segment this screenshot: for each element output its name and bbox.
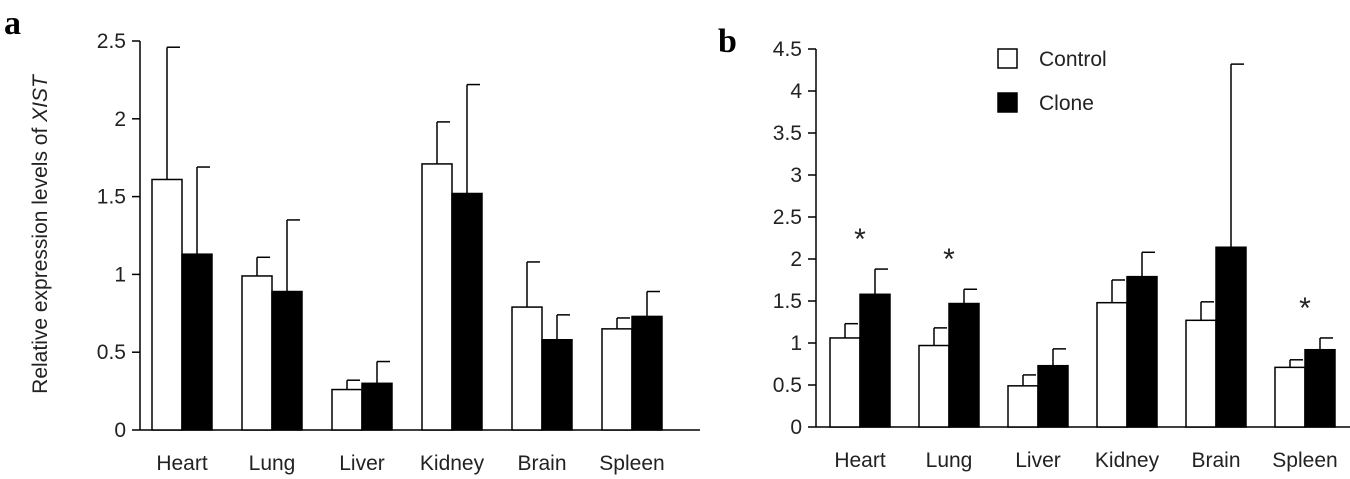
bar-clone-kidney	[1126, 275, 1158, 428]
bar-control-brain	[1185, 319, 1217, 428]
y-tick-label: 0	[790, 416, 802, 439]
chart-panel-a: a 0 0.5 1 1.5 2 2.5 Relative expression levels …	[4, 5, 700, 475]
y-tick-label: 0	[114, 419, 126, 442]
significance-star: *	[1299, 292, 1311, 325]
bar-control-lung	[241, 275, 273, 431]
y-axis-label: Relative expression levels of XIST	[29, 73, 52, 394]
legend-swatch-control	[997, 48, 1018, 69]
bar-control-kidney	[421, 163, 453, 431]
bar-clone-brain	[541, 339, 573, 431]
y-tick-label: 2.5	[773, 206, 802, 229]
bar-clone-spleen	[1304, 348, 1336, 428]
x-tick-label: Kidney	[1095, 449, 1160, 472]
y-tick-label: 3	[790, 164, 802, 187]
bar-control-heart	[829, 337, 861, 428]
bar-control-spleen	[1274, 366, 1306, 428]
bar-clone-spleen	[631, 315, 663, 431]
y-axis-label-gene: XIST	[29, 73, 52, 123]
bar-control-liver	[331, 388, 363, 431]
panel-label: a	[4, 5, 21, 42]
x-tick-label: Heart	[834, 449, 886, 472]
x-tick-label: Spleen	[1272, 449, 1337, 472]
bar-clone-heart	[859, 293, 891, 428]
y-tick-label: 3.5	[773, 122, 802, 145]
y-tick-label: 4.5	[773, 38, 802, 61]
bar-clone-liver	[361, 382, 393, 431]
y-tick-label: 0.5	[773, 374, 802, 397]
x-tick-label: Spleen	[599, 452, 664, 475]
bar-control-kidney	[1096, 301, 1128, 428]
bar-clone-brain	[1215, 246, 1247, 428]
x-tick-label: Lung	[926, 449, 973, 472]
y-tick-label: 1	[790, 332, 802, 355]
bar-clone-lung	[271, 290, 303, 431]
chart-panel-b: b 0 0.5 1 1.5 2 2.5 3 3.5 4 4.5 Heart Lung Liver Kidne…	[718, 23, 1350, 472]
bar-control-lung	[918, 344, 950, 428]
bar-control-liver	[1007, 385, 1039, 428]
y-tick-label: 2	[790, 248, 802, 271]
legend-label: Clone	[1039, 92, 1094, 115]
y-tick-label: 1.5	[773, 290, 802, 313]
y-tick-label: 1.5	[97, 186, 126, 209]
y-axis-label-text: Relative expression levels of	[29, 122, 52, 394]
panel-label: b	[718, 23, 737, 60]
bar-control-heart	[151, 178, 183, 431]
y-tick-label: 2	[114, 108, 126, 131]
bar-clone-heart	[181, 253, 213, 431]
significance-star: *	[943, 243, 955, 276]
bar-control-brain	[511, 306, 543, 431]
significance-star: *	[854, 223, 866, 256]
bar-control-spleen	[601, 328, 633, 431]
x-tick-label: Brain	[517, 452, 566, 475]
y-tick-label: 0.5	[97, 341, 126, 364]
y-tick-label: 4	[790, 80, 802, 103]
x-tick-label: Kidney	[420, 452, 485, 475]
legend-swatch-clone	[997, 92, 1018, 113]
x-tick-label: Liver	[339, 452, 385, 475]
bar-clone-liver	[1037, 364, 1069, 428]
legend-label: Control	[1039, 48, 1107, 71]
x-tick-label: Liver	[1015, 449, 1061, 472]
x-tick-label: Brain	[1191, 449, 1240, 472]
bar-clone-kidney	[451, 192, 483, 431]
bar-clone-lung	[948, 302, 980, 428]
y-tick-label: 2.5	[97, 30, 126, 53]
x-tick-label: Heart	[156, 452, 208, 475]
x-tick-label: Lung	[249, 452, 296, 475]
y-tick-label: 1	[114, 263, 126, 286]
